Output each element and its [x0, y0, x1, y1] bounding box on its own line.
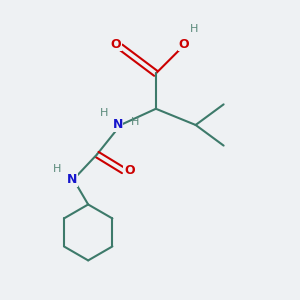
Text: O: O — [111, 38, 122, 50]
Text: H: H — [190, 24, 198, 34]
Text: H: H — [131, 117, 140, 127]
Text: H: H — [53, 164, 61, 174]
Text: O: O — [124, 164, 135, 177]
Text: H: H — [100, 108, 109, 118]
Text: N: N — [112, 118, 123, 131]
Text: O: O — [178, 38, 189, 50]
Text: N: N — [67, 173, 77, 186]
